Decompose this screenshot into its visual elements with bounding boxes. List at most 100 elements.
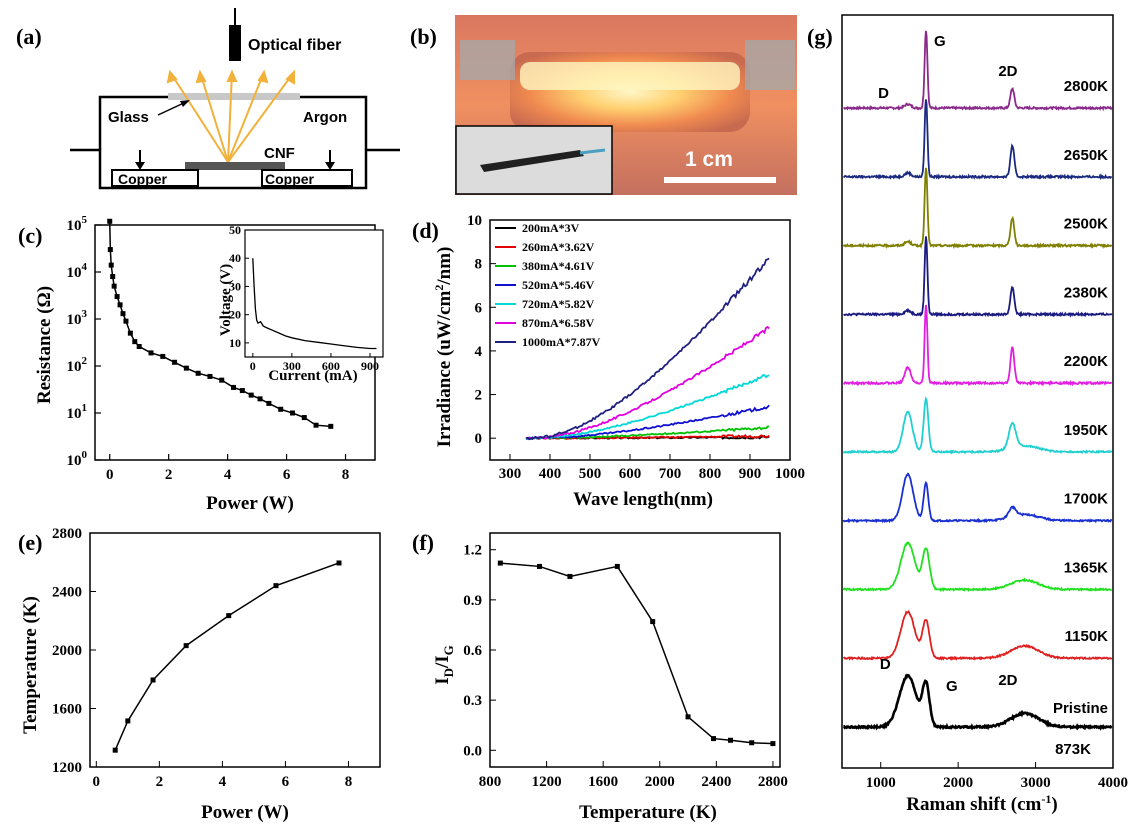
chart-c-point bbox=[328, 423, 334, 429]
optical-fiber-body bbox=[229, 25, 241, 61]
chart-f-point bbox=[537, 563, 543, 569]
copper-right bbox=[261, 169, 353, 187]
cnf-label: CNF bbox=[264, 145, 295, 162]
panel-c-label: (c) bbox=[18, 223, 42, 248]
chart-c-point bbox=[266, 400, 272, 406]
chart-g-xtick-label: 3000 bbox=[1021, 775, 1051, 791]
chart-c-ytick-label: 104 bbox=[67, 261, 88, 281]
scale-label: 1 cm bbox=[685, 148, 733, 171]
chart-g-peak-G-bottom: G bbox=[946, 678, 958, 695]
panel-e-label: (e) bbox=[18, 530, 42, 555]
chart-c-inset-ytick-label: 40 bbox=[229, 251, 241, 265]
chart-f-xtick-label: 800 bbox=[479, 774, 502, 790]
chart-d-ylabel: Irradiance (uW/cm2/nm) bbox=[432, 247, 455, 448]
chart-f-ytick-label: 0.3 bbox=[463, 693, 482, 709]
chart-c-point bbox=[313, 422, 319, 428]
chart-f-xtick-label: 2000 bbox=[645, 774, 675, 790]
chart-g-trace bbox=[842, 167, 1113, 250]
chart-c-point bbox=[301, 415, 307, 421]
chart-g-trace-label: 2380K bbox=[1064, 284, 1108, 301]
chart-d-legend-label: 520mA*5.46V bbox=[522, 278, 595, 292]
chart-f-xlabel: Temperature (K) bbox=[579, 802, 717, 823]
chart-f-point bbox=[749, 740, 755, 746]
chart-g-trace bbox=[843, 236, 1113, 318]
chart-c-point bbox=[231, 384, 237, 390]
chart-c-point bbox=[107, 218, 113, 224]
chart-c-point bbox=[108, 262, 114, 268]
chart-f-point bbox=[711, 736, 717, 742]
glass-window bbox=[168, 93, 300, 100]
panel-g-label: (g) bbox=[807, 24, 833, 49]
chart-e-point bbox=[336, 560, 342, 566]
chart-c-xlabel: Power (W) bbox=[206, 493, 294, 514]
chart-g-trace bbox=[842, 610, 1113, 661]
chart-c-inset-ylabel: Voltage (V) bbox=[218, 264, 234, 336]
chart-e-xtick-label: 4 bbox=[219, 774, 227, 790]
chart-d-ytick-label: 8 bbox=[475, 257, 483, 273]
chart-d-xtick-label: 600 bbox=[619, 466, 642, 482]
chart-g-trace-label: 1150K bbox=[1065, 628, 1109, 645]
chart-d-xtick-label: 400 bbox=[539, 466, 562, 482]
chart-e-xtick-label: 8 bbox=[345, 774, 353, 790]
chart-f-point bbox=[497, 560, 503, 566]
chart-e-frame bbox=[89, 532, 381, 768]
chart-d-xtick-label: 900 bbox=[739, 466, 762, 482]
chart-e-xlabel: Power (W) bbox=[201, 802, 289, 823]
chart-e-line bbox=[114, 562, 340, 751]
chart-f-line bbox=[500, 562, 773, 745]
chart-f-point bbox=[727, 737, 733, 743]
chamber-base bbox=[70, 148, 400, 190]
chart-g-trace bbox=[842, 99, 1112, 181]
chart-d-legend-label: 870mA*6.58V bbox=[522, 316, 595, 330]
chart-d-ytick-label: 6 bbox=[475, 300, 483, 316]
chart-g-trace bbox=[842, 472, 1113, 524]
chart-c-resistance: (c) 0 2 4 6 8 100 101 102 103 104 105 0 300 600 900 10 2… bbox=[18, 214, 384, 514]
chart-e-point bbox=[273, 583, 279, 589]
chart-c-point bbox=[123, 318, 129, 324]
chart-g-trace bbox=[842, 541, 1112, 593]
chart-g-peak-2D-top: 2D bbox=[998, 63, 1017, 80]
chart-c-inset-line bbox=[252, 258, 377, 350]
chart-f-ytick-label: 0.6 bbox=[463, 643, 482, 659]
chart-c-point bbox=[172, 359, 178, 365]
chart-f-xtick-label: 1600 bbox=[588, 774, 618, 790]
chart-e-point bbox=[183, 643, 189, 649]
copper-left-label: Copper bbox=[118, 171, 168, 187]
glass-arrow bbox=[157, 101, 187, 116]
chart-g-peak-G-top: G bbox=[934, 33, 946, 50]
chart-g-xlabel: Raman shift (cm-1) bbox=[906, 792, 1057, 815]
chart-c-ytick-label: 101 bbox=[67, 402, 88, 422]
chart-c-point bbox=[207, 373, 213, 379]
chart-g-trace bbox=[842, 673, 1113, 731]
chart-g-peak-2D-bottom: 2D bbox=[998, 672, 1017, 689]
panel-f-label: (f) bbox=[412, 530, 434, 555]
chart-c-point bbox=[114, 294, 120, 300]
chart-g-peak-D-bottom: D bbox=[880, 656, 891, 673]
chart-d-series-line bbox=[525, 325, 770, 440]
chart-c-ytick-label: 102 bbox=[67, 355, 88, 375]
chart-d-frame bbox=[489, 219, 791, 461]
inset-device bbox=[480, 150, 584, 172]
chart-f-ytick-label: 0.0 bbox=[463, 743, 482, 759]
chart-d-xtick-label: 800 bbox=[699, 466, 722, 482]
chart-d-legend-label: 720mA*5.82V bbox=[522, 297, 595, 311]
chart-g-trace-label: 2200K bbox=[1064, 353, 1108, 370]
chart-c-point bbox=[183, 365, 189, 371]
chart-f-point bbox=[567, 573, 573, 579]
panel-b-label: (b) bbox=[410, 24, 437, 49]
scale-bar bbox=[664, 177, 776, 183]
chart-d-irradiance: (d) 300 400 500 600 700 800 900 1000 0 2 4 6 8 10 200m… bbox=[412, 213, 805, 510]
chart-c-point bbox=[248, 392, 254, 398]
chart-c-ylabel: Resistance (Ω) bbox=[34, 286, 55, 404]
chart-e-point bbox=[112, 747, 118, 753]
chart-c-point bbox=[111, 283, 117, 289]
chart-c-point bbox=[289, 410, 295, 416]
chart-c-xtick-label: 2 bbox=[165, 467, 173, 483]
chart-c-ytick-label: 100 bbox=[67, 449, 88, 469]
chart-g-frame bbox=[841, 14, 1114, 769]
panel-a-schematic: (a) Optical fiber Glass Argon CNF Copper… bbox=[16, 8, 400, 190]
chart-c-point bbox=[107, 247, 113, 253]
chart-f-point bbox=[650, 619, 656, 625]
chart-e-xtick-label: 2 bbox=[156, 774, 164, 790]
chart-d-series-line bbox=[525, 433, 770, 440]
